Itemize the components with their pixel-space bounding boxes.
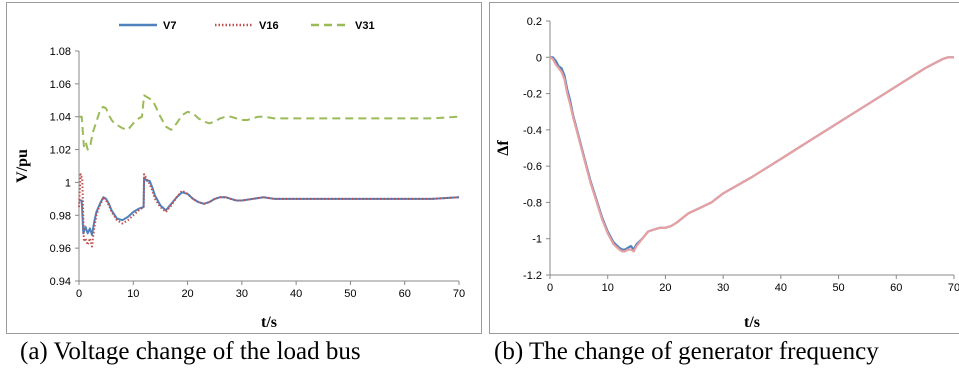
x-tick-label: 0 xyxy=(547,282,553,294)
x-tick-label: 30 xyxy=(717,282,729,294)
x-tick-label: 40 xyxy=(290,288,302,300)
x-tick-label: 0 xyxy=(76,288,82,300)
y-tick-label: 1.02 xyxy=(50,145,71,157)
y-axis-title: Δf xyxy=(495,140,512,156)
y-tick-label: 1.06 xyxy=(50,79,71,91)
chart-panel-frequency: 0 10 20 30 40 50 60 70 -1.2 -1 -0.8 -0.6 -0.4 -0.2 0 0.… xyxy=(489,2,959,334)
y-tick-label: 0 xyxy=(536,52,542,64)
series-line-2 xyxy=(549,56,954,253)
x-axis-title: t/s xyxy=(744,314,760,331)
legend-label-v31: V31 xyxy=(355,20,375,32)
frequency-chart: 0 10 20 30 40 50 60 70 -1.2 -1 -0.8 -0.6 -0.4 -0.2 0 0.… xyxy=(495,16,959,331)
series-line-v7 xyxy=(79,176,460,236)
legend-label-v7: V7 xyxy=(163,20,176,32)
x-axis-title: t/s xyxy=(261,314,277,331)
y-tick-label: 1.08 xyxy=(50,46,71,58)
y-tick-label: -0.6 xyxy=(523,161,542,173)
y-tick-label: -0.4 xyxy=(523,125,542,137)
y-tick-label: 0.94 xyxy=(50,276,71,288)
x-tick-label: 50 xyxy=(344,288,356,300)
y-tick-label: -0.8 xyxy=(523,197,542,209)
x-tick-label: 30 xyxy=(236,288,248,300)
series-line-v16 xyxy=(78,173,460,248)
x-tick-label: 20 xyxy=(181,288,193,300)
y-tick-label: 0.98 xyxy=(50,210,71,222)
x-tick-label: 70 xyxy=(948,282,959,294)
y-tick-label: -1.2 xyxy=(523,270,542,282)
y-tick-label: -0.2 xyxy=(523,89,542,101)
legend-label-v16: V16 xyxy=(259,20,279,32)
voltage-chart: 0 10 20 30 40 50 60 70 0.94 0.96 0.98 1 1.02 1.04 1.06… xyxy=(14,20,465,331)
x-tick-label: 50 xyxy=(832,282,844,294)
x-tick-label: 10 xyxy=(602,282,614,294)
series-line-1 xyxy=(550,56,954,251)
caption-frequency: (b) The change of generator frequency xyxy=(494,338,879,365)
y-tick-label: 0.96 xyxy=(50,243,71,255)
y-tick-label: 1.04 xyxy=(50,112,71,124)
y-tick-label: 1 xyxy=(65,177,71,189)
x-tick-label: 10 xyxy=(127,288,139,300)
x-tick-label: 60 xyxy=(890,282,902,294)
x-tick-label: 20 xyxy=(659,282,671,294)
y-tick-label: 0.2 xyxy=(527,16,542,28)
x-tick-label: 40 xyxy=(775,282,787,294)
y-tick-label: -1 xyxy=(532,234,542,246)
x-tick-label: 60 xyxy=(399,288,411,300)
x-tick-label: 70 xyxy=(453,288,465,300)
chart-panel-voltage: 0 10 20 30 40 50 60 70 0.94 0.96 0.98 1 1.02 1.04 1.06… xyxy=(6,2,482,334)
caption-voltage: (a) Voltage change of the load bus xyxy=(20,338,361,365)
series-line-v31 xyxy=(79,94,460,151)
y-axis-title: V/pu xyxy=(14,149,31,183)
